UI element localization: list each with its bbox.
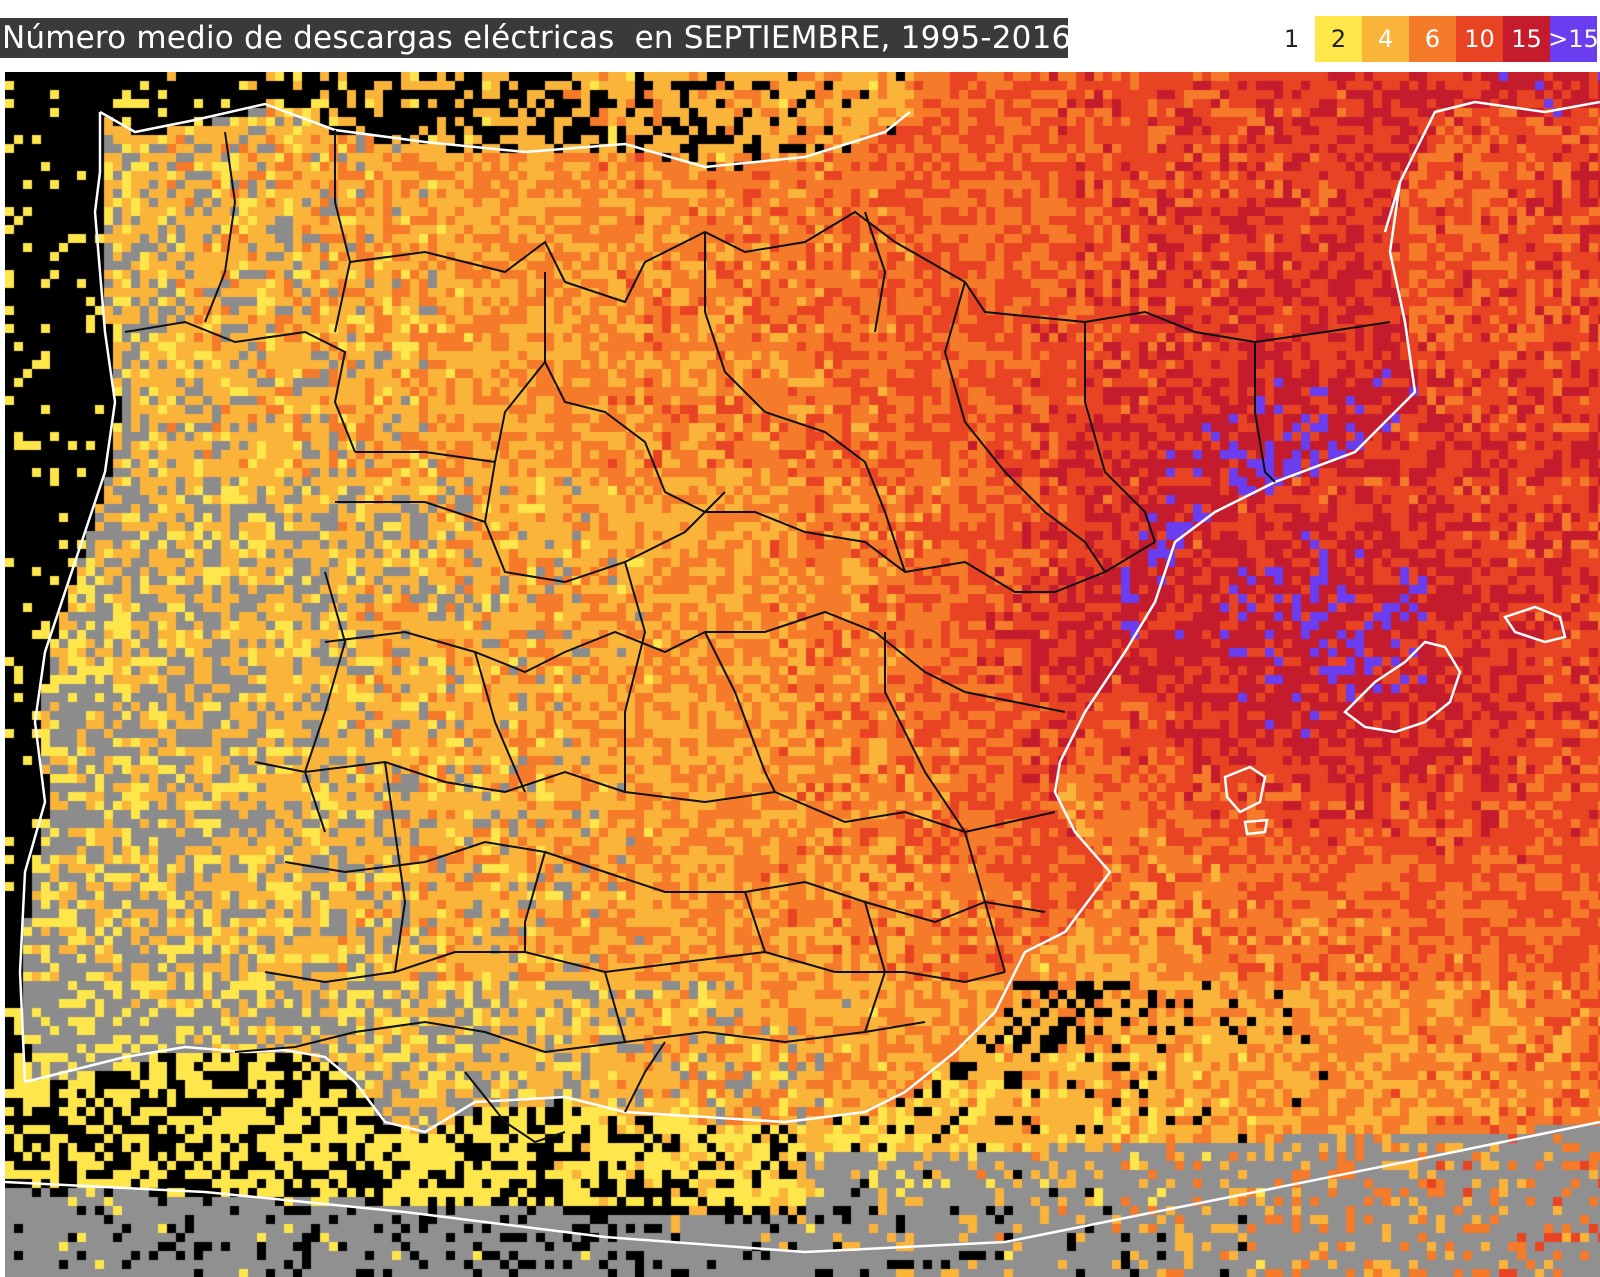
map-title: Número medio de descargas eléctricas en … xyxy=(2,20,1072,56)
legend-item-4: 10 xyxy=(1456,16,1503,62)
legend-item-5: 15 xyxy=(1503,16,1550,62)
lightning-density-map xyxy=(5,72,1600,1277)
north-africa-coast xyxy=(5,1120,1600,1254)
color-legend: 1 2 4 6 10 15 >15 xyxy=(1268,16,1599,62)
legend-item-3: 6 xyxy=(1409,16,1456,62)
ibiza-outline xyxy=(1223,765,1267,814)
iberia-coastline xyxy=(18,100,1600,1134)
coastline xyxy=(5,100,1600,1254)
map-overlay xyxy=(5,100,1600,1254)
legend-item-0: 1 xyxy=(1268,16,1315,62)
legend-item-1: 2 xyxy=(1315,16,1362,62)
province-borders xyxy=(124,130,1391,1144)
legend-item-6: >15 xyxy=(1548,16,1599,62)
lightning-density-grid xyxy=(5,72,1600,1277)
menorca-outline xyxy=(1503,605,1567,644)
legend-item-2: 4 xyxy=(1362,16,1409,62)
formentera-outline xyxy=(1243,818,1269,836)
map-title-bar: Número medio de descargas eléctricas en … xyxy=(0,18,1072,58)
mallorca-outline xyxy=(1343,640,1462,734)
